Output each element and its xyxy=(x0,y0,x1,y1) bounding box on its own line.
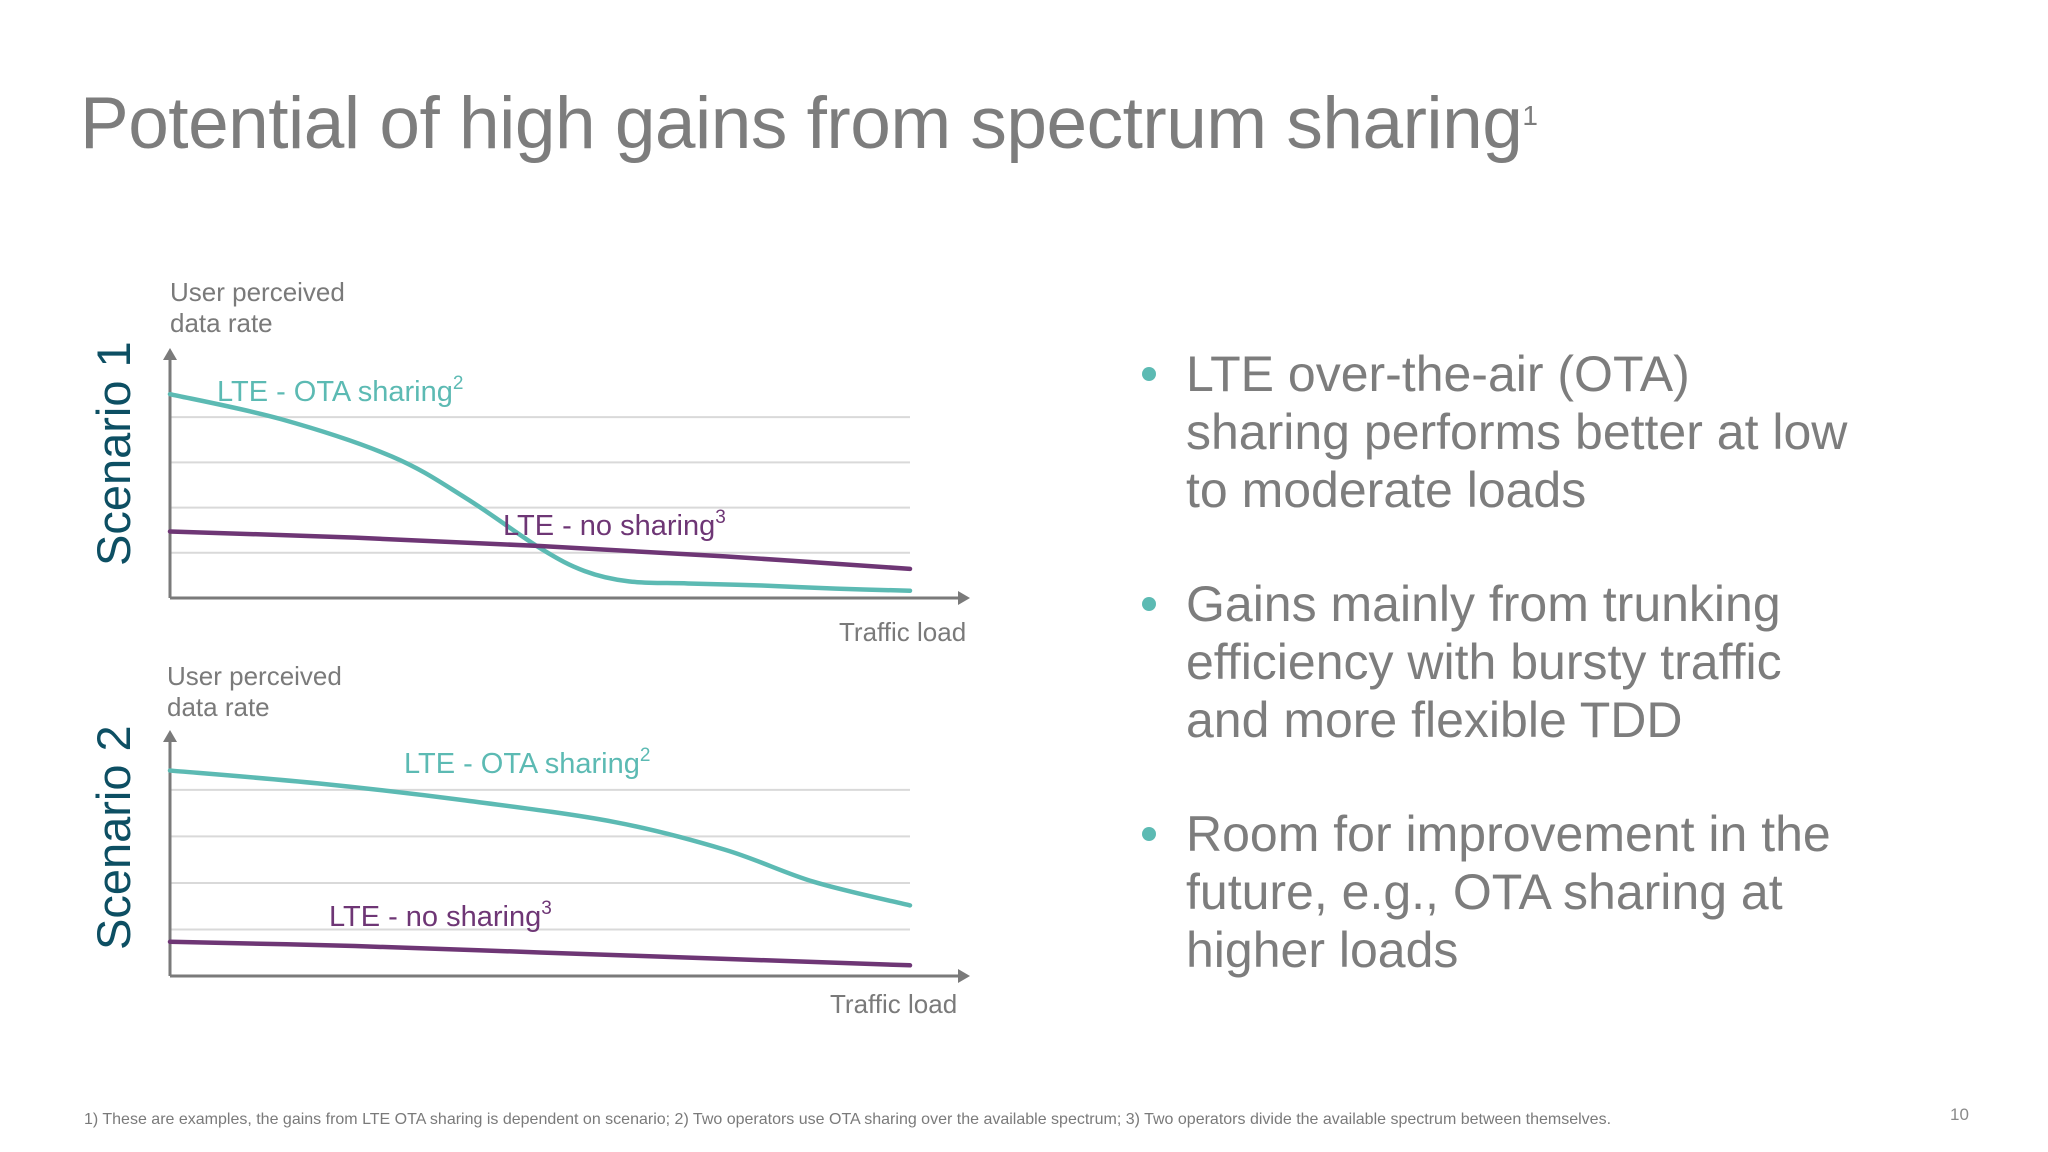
scenario-1-no-sharing-line xyxy=(167,529,913,572)
scenario-1-chart xyxy=(163,348,970,605)
scenario-2-label: Scenario 2 xyxy=(87,725,140,950)
page-number: 10 xyxy=(1950,1105,1969,1124)
footnote: 1) These are examples, the gains from LT… xyxy=(84,1111,1612,1128)
scenario-2-x-axis-title: Traffic load xyxy=(830,989,958,1019)
scenario-1-x-axis-title: Traffic load xyxy=(839,617,967,647)
y-axis-arrow-icon xyxy=(163,348,177,360)
scenario-2-ota-sharing-line xyxy=(167,768,913,908)
slide-title: Potential of high gains from spectrum sh… xyxy=(80,83,1538,164)
scenario-2-no-sharing-line xyxy=(167,939,913,968)
scenario-1-label: Scenario 1 xyxy=(87,341,140,566)
scenario-1-ota-sharing-label: LTE - OTA sharing2 xyxy=(217,373,464,408)
scenario-2-chart xyxy=(163,730,970,983)
bullet-dot-icon xyxy=(1142,367,1156,381)
bullet-dot-icon xyxy=(1142,827,1156,841)
scenario-1-no-sharing-label: LTE - no sharing3 xyxy=(503,507,726,542)
title-footnote-marker: 1 xyxy=(1522,100,1538,131)
bullet-item: LTE over-the-air (OTA) sharing performs … xyxy=(1142,345,1862,519)
scenario-1-y-axis-title: User perceived data rate xyxy=(170,277,345,338)
bullet-dot-icon xyxy=(1142,597,1156,611)
bullet-item: Gains mainly from trunking efficiency wi… xyxy=(1142,575,1862,749)
bullet-item: Room for improvement in the future, e.g.… xyxy=(1142,805,1862,979)
scenario-2-no-sharing-label: LTE - no sharing3 xyxy=(329,898,552,933)
scenario-1-ota-sharing-line xyxy=(167,391,913,593)
scenario-2-ota-sharing-label: LTE - OTA sharing2 xyxy=(404,745,651,780)
x-axis-arrow-icon xyxy=(958,591,970,605)
scenario-2-y-axis-title: User perceived data rate xyxy=(167,661,342,722)
y-axis-arrow-icon xyxy=(163,730,177,742)
x-axis-arrow-icon xyxy=(958,969,970,983)
bullet-list: LTE over-the-air (OTA) sharing performs … xyxy=(1142,345,1862,1035)
